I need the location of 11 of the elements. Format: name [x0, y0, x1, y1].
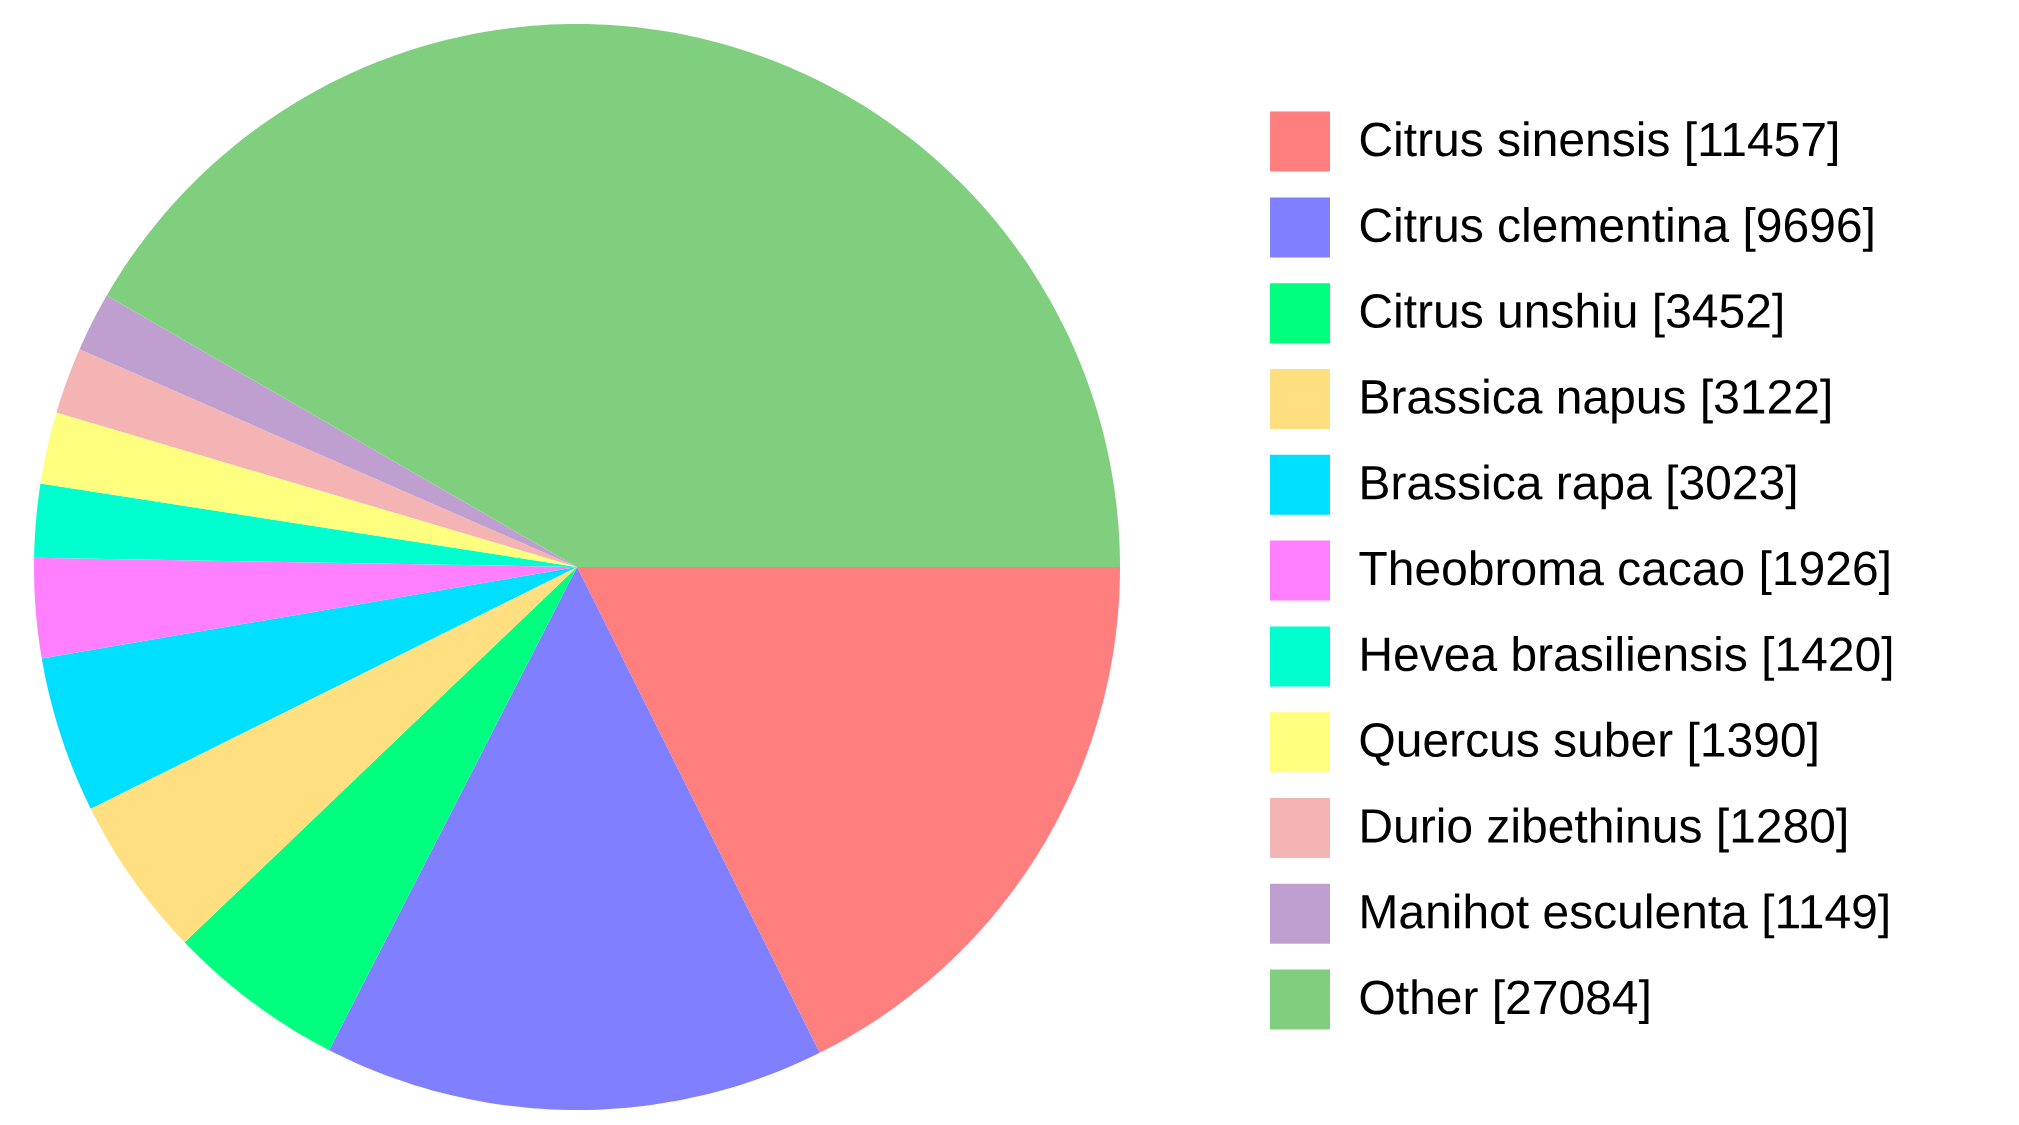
legend-label: Brassica rapa [3023] — [1362, 464, 1796, 510]
legend-label: Citrus sinensis [11457] — [1360, 121, 1837, 166]
legend-label: Brassica napus [3122] — [1362, 378, 1830, 424]
legend-label: Durio zibethinus [1280] — [1362, 807, 1846, 853]
legend-label: Citrus unshiu [3452] — [1360, 292, 1782, 338]
legend-label: Manihot esculenta [1149] — [1362, 893, 1888, 939]
legend-label: Quercus suber [1390] — [1360, 721, 1817, 767]
legend-label: Other [27084] — [1360, 979, 1649, 1024]
legend-label: Citrus clementina [9696] — [1360, 207, 1873, 252]
legend-label: Hevea brasiliensis [1420] — [1362, 636, 1892, 681]
legend-label: Theobroma cacao [1926] — [1359, 550, 1889, 595]
